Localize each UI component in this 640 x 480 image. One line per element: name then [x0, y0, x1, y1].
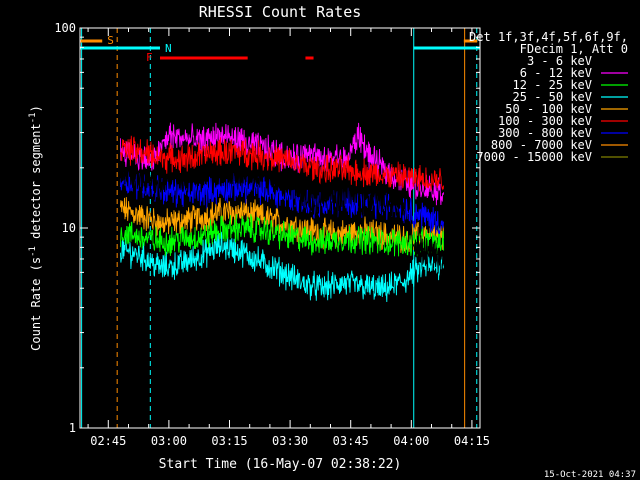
series-line [119, 170, 445, 234]
legend: Det 1f,3f,4f,5f,6f,9f, FDecim 1, Att 0 3… [469, 30, 628, 164]
legend-label: 50 - 100 keV [505, 102, 592, 116]
legend-title-line: FDecim 1, Att 0 [520, 42, 628, 56]
x-tick-label: 03:30 [272, 434, 308, 448]
series-line [119, 214, 445, 257]
x-axis: 02:45 03:00 03:15 03:30 03:45 04:00 04:15 [87, 28, 490, 448]
legend-label: 25 - 50 keV [513, 90, 592, 104]
legend-label: 12 - 25 keV [513, 78, 592, 92]
x-axis-label: Start Time (16-May-07 02:38:22) [159, 457, 402, 472]
series-line [119, 135, 445, 192]
legend-label: 300 - 800 keV [498, 126, 592, 140]
y-axis-label-part: Count Rate (s [29, 257, 43, 351]
legend-label: 3 - 6 keV [527, 54, 592, 68]
interval-layer: S NF [80, 34, 480, 64]
legend-label: 800 - 7000 keV [491, 138, 592, 152]
chart-title: RHESSI Count Rates [199, 3, 362, 21]
x-tick-label: 03:15 [211, 434, 247, 448]
y-axis-label: Count Rate (s-1 detector segment-1) [28, 105, 43, 351]
timestamp: 15-Oct-2021 04:37 [544, 470, 636, 480]
x-tick-label: 03:45 [333, 434, 369, 448]
legend-label: 7000 - 15000 keV [476, 150, 592, 164]
series-layer [119, 122, 445, 303]
x-tick-label: 04:15 [454, 434, 490, 448]
legend-title-line: Det 1f,3f,4f,5f,6f,9f, [469, 30, 628, 44]
legend-label: 6 - 12 keV [520, 66, 592, 80]
interval-label: F [146, 51, 153, 64]
series-line [119, 151, 445, 278]
interval-label: S [107, 34, 114, 47]
legend-label: 100 - 300 keV [498, 114, 592, 128]
y-axis-label-part: ) [29, 105, 43, 112]
y-tick-label: 100 [54, 21, 76, 35]
series-line [119, 231, 445, 303]
y-axis-label-part: detector segment [29, 123, 43, 246]
x-tick-label: 02:45 [90, 434, 126, 448]
x-tick-label: 04:00 [393, 434, 429, 448]
x-tick-label: 03:00 [151, 434, 187, 448]
y-tick-label: 1 [69, 421, 76, 435]
y-tick-label: 10 [62, 221, 76, 235]
y-axis: 1 10 100 [54, 21, 480, 435]
y-axis-label-sup: -1 [28, 112, 38, 123]
y-axis-label-sup: -1 [28, 246, 38, 257]
interval-label: N [165, 42, 172, 55]
